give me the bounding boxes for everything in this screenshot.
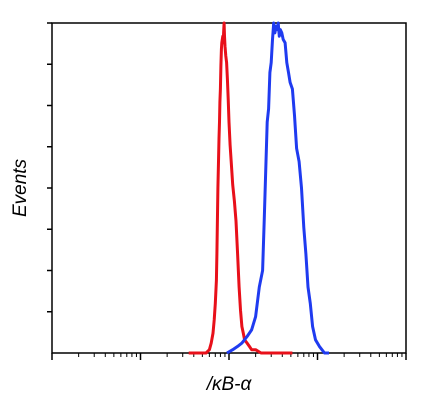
series-line-1 (226, 21, 329, 355)
series-group (188, 21, 329, 355)
plot-frame (51, 22, 407, 354)
y-axis-label: Events (10, 158, 31, 217)
x-axis-label: /κB-α (205, 374, 253, 395)
axis-ticks (47, 22, 407, 360)
series-line-0 (188, 21, 293, 355)
